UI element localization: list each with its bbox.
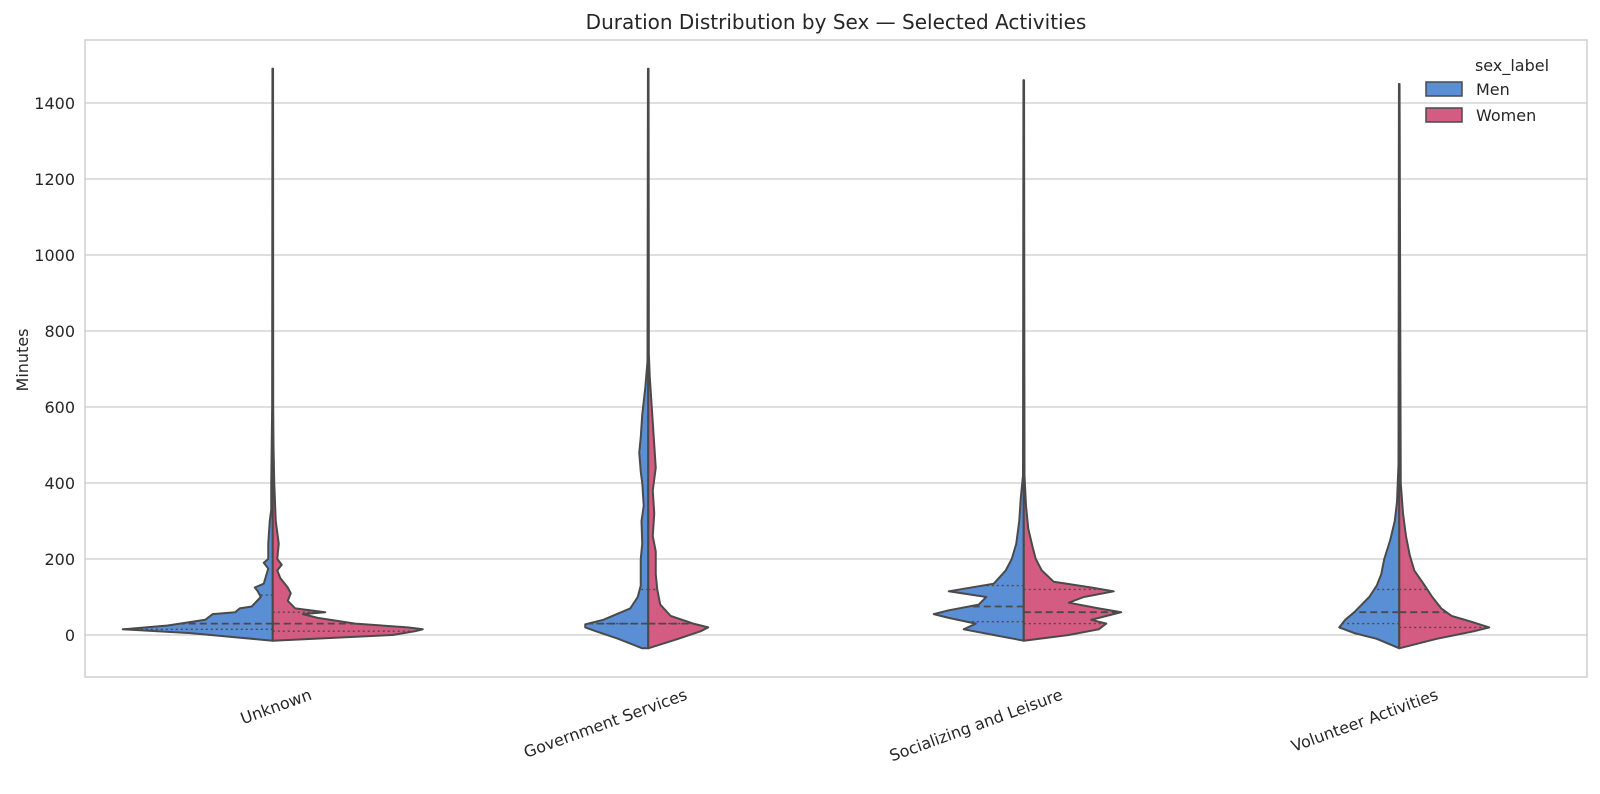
- plot-frame: [84, 39, 1588, 678]
- chart-title: Duration Distribution by Sex — Selected …: [586, 10, 1087, 34]
- x-tick-label: Government Services: [521, 685, 689, 762]
- y-tick-label: 1200: [34, 170, 75, 189]
- y-tick-label: 400: [44, 474, 75, 493]
- grid-lines: [85, 102, 1587, 636]
- y-tick-label: 200: [44, 550, 75, 569]
- violin-men-0: [121, 67, 274, 642]
- y-tick-label: 800: [44, 322, 75, 341]
- legend-swatch-women: [1425, 107, 1463, 123]
- y-axis-title: Minutes: [13, 329, 32, 392]
- violins: [121, 67, 1491, 650]
- y-tick-label: 1400: [34, 94, 75, 113]
- y-tick-label: 0: [65, 626, 75, 645]
- y-tick-label: 1000: [34, 246, 75, 265]
- x-tick-label: Unknown: [238, 685, 314, 728]
- y-tick-labels: 0 200 400 600 800 1000 1200 1400: [34, 94, 75, 645]
- legend: sex_label Men Women: [1425, 56, 1549, 125]
- x-tick-labels: Unknown Government Services Socializing an…: [238, 685, 1441, 765]
- x-tick-label: Socializing and Leisure: [887, 685, 1065, 765]
- violin-men-1: [584, 67, 650, 650]
- violin-women-2: [1022, 79, 1123, 642]
- x-tick-label: Volunteer Activities: [1289, 685, 1441, 756]
- legend-swatch-men: [1425, 81, 1463, 97]
- legend-label-men: Men: [1476, 80, 1510, 99]
- violin-men-2: [932, 79, 1025, 642]
- violin-women-3: [1398, 83, 1491, 650]
- legend-title: sex_label: [1475, 56, 1549, 76]
- violin-women-1: [647, 67, 710, 650]
- legend-label-women: Women: [1476, 106, 1536, 125]
- y-tick-label: 600: [44, 398, 75, 417]
